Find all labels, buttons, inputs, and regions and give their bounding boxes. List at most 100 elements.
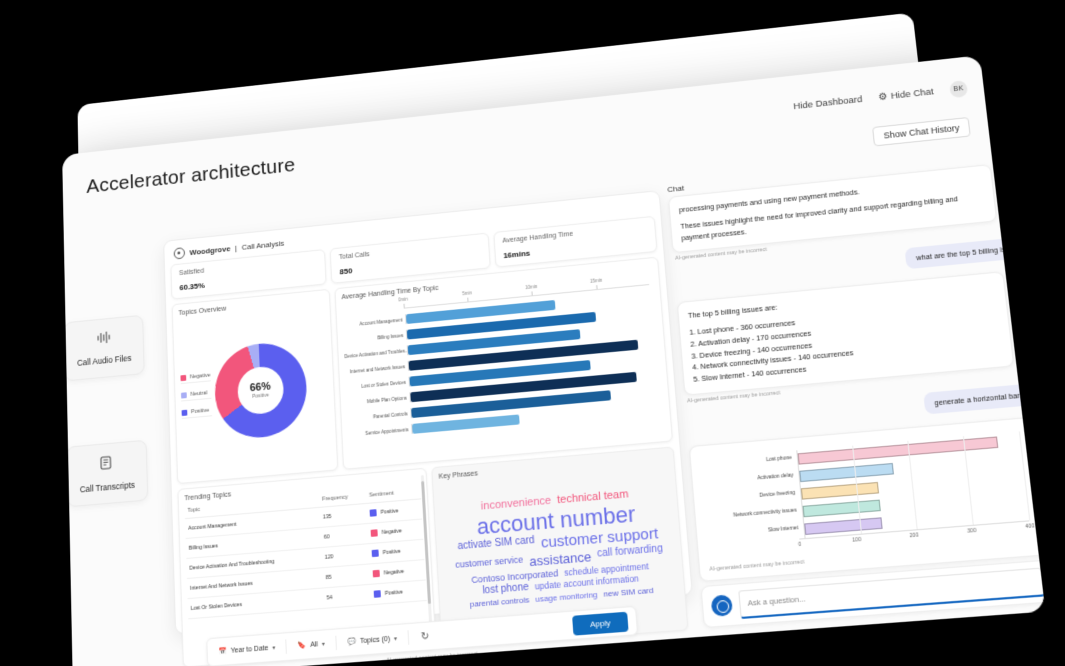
gridline: [968, 488, 972, 507]
gridline: [966, 470, 970, 489]
type-filter-label: All: [310, 640, 319, 649]
word-cloud-term: usage monitoring: [534, 589, 598, 604]
axis-tick: 10min: [525, 284, 538, 291]
status-badge: [373, 590, 382, 598]
hide-dashboard-button[interactable]: Hide Dashboard: [793, 94, 863, 113]
apply-button[interactable]: Apply: [572, 611, 629, 636]
page-title: Accelerator architecture: [86, 154, 296, 198]
legend-label: Neutral: [190, 390, 208, 398]
sidebar-item-label: Call Audio Files: [77, 353, 132, 368]
bar-label: Slow Internet: [767, 525, 799, 534]
date-range-filter[interactable]: 📅 Year to Date ▾: [207, 639, 288, 660]
refresh-icon[interactable]: ↻: [420, 630, 430, 643]
left-rail: Call Audio Files Call Transcripts: [63, 314, 151, 575]
word-cloud-term: activate SIM card: [457, 535, 536, 553]
topics-donut-chart: 66% Positive: [213, 339, 309, 441]
chevron-down-icon: ▾: [321, 641, 325, 648]
calendar-icon: 📅: [218, 648, 227, 656]
gridline: [1020, 448, 1025, 467]
chevron-down-icon: ▾: [393, 635, 398, 643]
axis-tick: 300: [967, 527, 977, 535]
topics-overview-card: Topics Overview Negative Neutral: [171, 288, 339, 485]
window-header-actions: Hide Dashboard ⚙ Hide Chat BK: [793, 80, 969, 115]
aht-bars: Account Management Billing Issues Device A…: [342, 285, 664, 443]
chat-panel: Chat processing payments and using new p…: [667, 144, 1046, 628]
sidebar-item-label: Call Transcripts: [79, 479, 135, 494]
sentiment-label: Positive: [380, 507, 399, 516]
word-cloud-term: new SIM card: [603, 585, 654, 599]
sidebar-item-call-transcripts[interactable]: Call Transcripts: [66, 439, 149, 508]
status-badge: [370, 529, 379, 537]
chevron-down-icon: ▾: [272, 644, 276, 652]
legend-item-negative: Negative: [180, 372, 211, 385]
dashboard-panel: Woodgrove | Call Analysis Satisfied 60.3…: [163, 190, 693, 666]
bar-label: Internet and Network Issues: [349, 363, 406, 374]
key-phrases-word-cloud: inconvenience technical team account numbe…: [439, 463, 680, 633]
hide-chat-label: Hide Chat: [890, 86, 935, 102]
axis-tick: 5min: [462, 290, 472, 297]
comment-icon: 💬: [347, 638, 357, 647]
gridline: [914, 510, 918, 529]
axis-tick: 0: [798, 541, 802, 548]
legend-swatch: [180, 374, 187, 382]
axis-tick: 15min: [589, 277, 603, 284]
type-filter[interactable]: 🔖 All ▾: [286, 635, 337, 654]
sentiment-label: Positive: [382, 548, 401, 556]
bar-label: Device Activation and Troubles..: [344, 347, 408, 359]
donut-center-label: Positive: [252, 392, 269, 400]
cell-frequency: 54: [323, 584, 372, 609]
gridline: [1025, 484, 1029, 502]
word-cloud-term: parental controls: [469, 594, 530, 609]
generated-bar-chart: Lost phone Activation delay Device freezin…: [696, 422, 1040, 563]
brand-separator: |: [234, 243, 238, 252]
axis-tick: 200: [909, 531, 919, 539]
sidebar-item-call-audio-files[interactable]: Call Audio Files: [63, 314, 145, 382]
status-badge: [369, 509, 378, 517]
chat-toggle-icon: ⚙: [877, 91, 888, 104]
legend-label: Positive: [190, 407, 210, 416]
word-cloud-term: call forwarding: [596, 543, 664, 560]
transcript-icon: [100, 455, 114, 476]
gridline: [964, 453, 968, 472]
gridline: [910, 475, 914, 494]
status-badge: [372, 569, 381, 578]
axis-tick: 100: [852, 536, 862, 544]
dashboard-section-name: Call Analysis: [241, 238, 285, 252]
scroll-up-icon[interactable]: ▲: [1021, 144, 1029, 151]
chat-message-user: generate a horizontal bar chart: [922, 381, 1046, 415]
bar-label: Mobile Plan Options: [366, 395, 407, 404]
legend-swatch: [180, 392, 187, 399]
gridline: [909, 457, 913, 476]
average-handling-time-chart-card: Average Handling Time By Topic 0min 5min 1…: [334, 256, 674, 470]
chat-message-assistant-chart: Lost phone Activation delay Device freezin…: [688, 416, 1046, 582]
show-chat-history-button[interactable]: Show Chat History: [872, 116, 971, 147]
donut-legend: Negative Neutral Positive: [180, 372, 212, 419]
gridline: [1027, 501, 1031, 520]
axis-tick: 0min: [398, 296, 409, 303]
axis-tick: 400: [1025, 522, 1035, 530]
avatar[interactable]: BK: [949, 80, 969, 99]
bar-label: Billing Issues: [377, 332, 404, 340]
status-badge: [371, 549, 380, 558]
topics-filter[interactable]: 💬 Topics (0) ▾: [336, 630, 410, 651]
gridline: [1022, 466, 1027, 485]
bar-label: Parental Controls: [372, 410, 408, 419]
legend-label: Negative: [189, 372, 211, 381]
gridline: [1018, 430, 1022, 449]
bar-label: Account Management: [359, 317, 403, 327]
legend-swatch: [181, 409, 188, 417]
date-range-label: Year to Date: [230, 644, 269, 655]
trending-topics-table: Topic Frequency Sentiment Account Manageme…: [184, 484, 427, 619]
chat-message-user: what are the top 5 billing issues: [904, 236, 1034, 270]
sentiment-label: Negative: [383, 568, 405, 577]
gear-icon: [173, 247, 186, 260]
tag-icon: 🔖: [297, 642, 307, 650]
legend-item-positive: Positive: [181, 407, 212, 419]
bar-label: Lost or Stolen Devices: [361, 379, 406, 389]
waveform-icon: [96, 330, 111, 349]
hide-chat-button[interactable]: ⚙ Hide Chat: [878, 87, 935, 103]
main-application-window: Accelerator architecture Hide Dashboard …: [62, 55, 1046, 666]
sentiment-label: Negative: [381, 527, 403, 536]
gridline: [970, 506, 974, 525]
